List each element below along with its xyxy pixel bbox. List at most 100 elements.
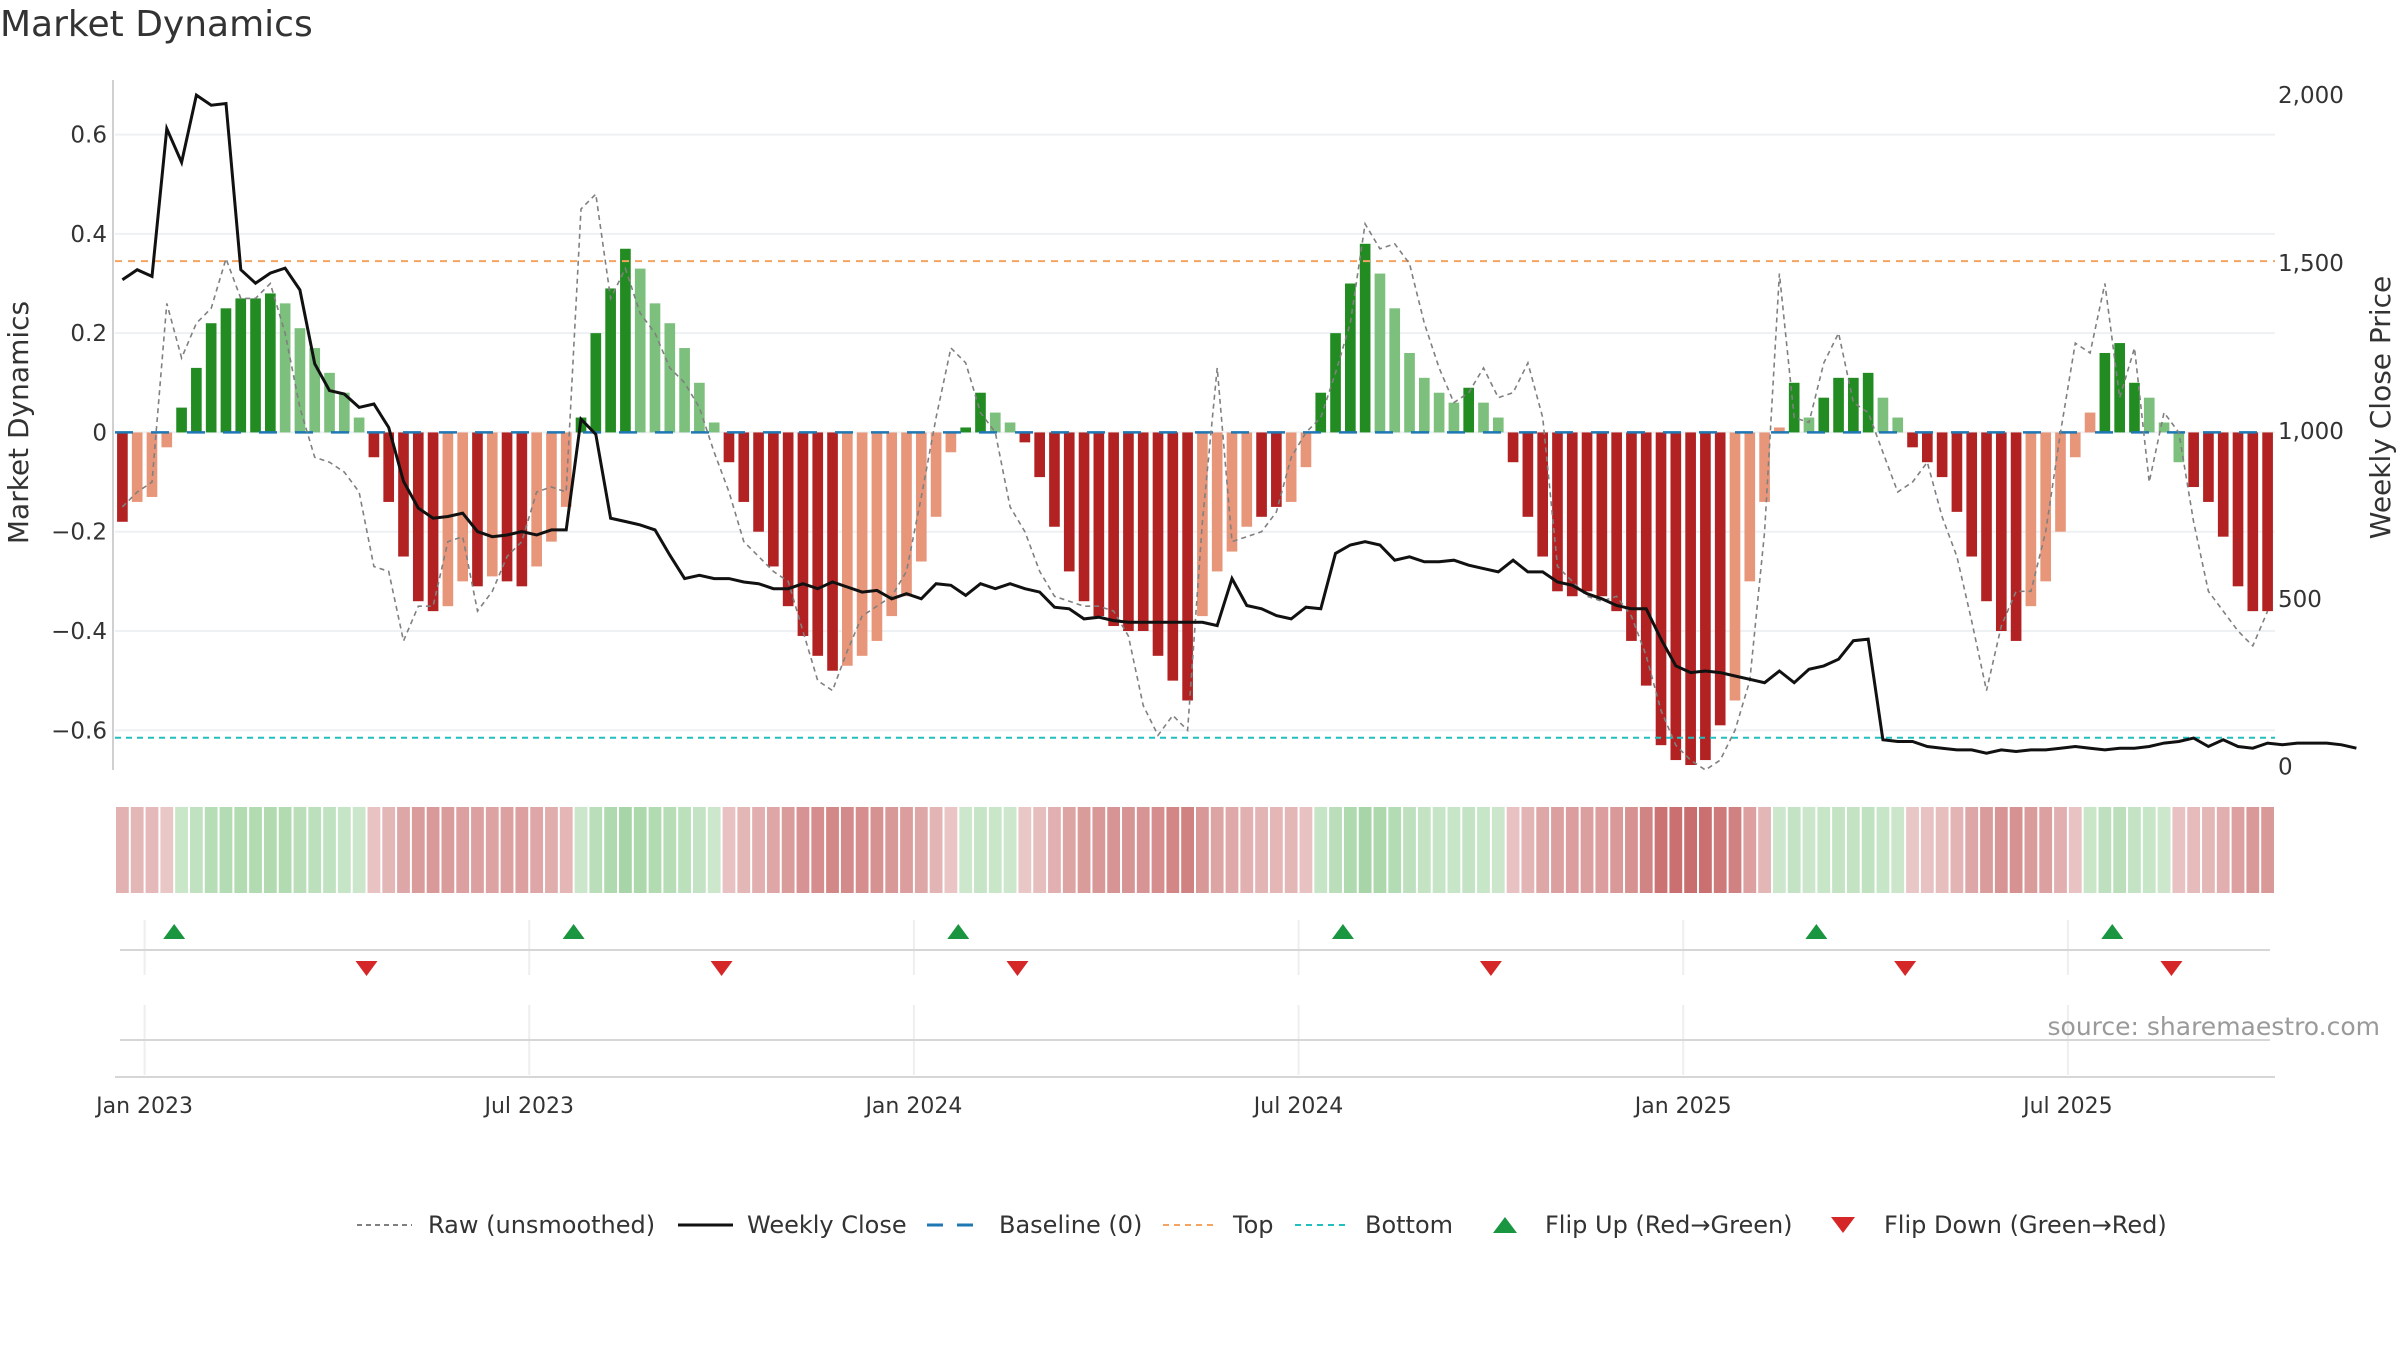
x-tick-label: Jul 2023 [482,1094,574,1119]
y-left-tick-label: −0.4 [51,619,107,645]
bar [1788,382,1800,433]
y-left-tick-label: 0.4 [70,222,107,248]
legend-label: Bottom [1365,1211,1453,1239]
legend-label: Baseline (0) [999,1211,1142,1239]
regime-cell [1521,807,1535,893]
y-right-tick-label: 2,000 [2278,83,2344,109]
regime-cell [855,807,869,893]
regime-cell [1565,807,1579,893]
regime-cell [1196,807,1209,893]
regime-cell [1462,807,1476,893]
regime-cell [1876,807,1890,893]
weekly-close-line [121,92,2357,755]
bar [797,432,809,636]
regime-cell [900,807,913,893]
lines-series [115,92,2357,771]
bar [1226,432,1238,552]
regime-cell [1136,807,1150,893]
bar [2247,432,2259,612]
bar [1774,427,1785,433]
regime-cell [752,807,765,893]
bar [1729,432,1741,701]
legend-label: Top [1232,1211,1274,1239]
bar [250,298,261,433]
regime-cell [722,807,736,893]
regime-cell [308,807,322,893]
regime-cell [766,807,780,893]
legend-label: Flip Down (Green→Red) [1884,1211,2167,1239]
bar [1448,402,1460,433]
regime-cell [367,807,381,893]
regime-cell [648,807,662,893]
bar [560,432,572,507]
regime-cell [2246,807,2260,893]
regime-cell [515,807,529,893]
bar [1492,417,1504,433]
regime-cell [1299,807,1313,893]
regime-cell [175,807,188,893]
bar [2143,397,2155,433]
bar [1552,432,1563,592]
bar [1537,432,1548,557]
bar [1640,432,1652,686]
regime-cell [1950,807,1964,893]
regime-cell [574,807,588,893]
regime-cell [1181,807,1194,893]
regime-cell [1373,807,1387,893]
bar [1123,432,1134,631]
bar [472,432,483,587]
regime-cell [1077,807,1091,893]
regime-cell [189,807,203,893]
regime-cell [1432,807,1446,893]
regime-cell [1048,807,1061,893]
regime-cell [337,807,351,893]
regime-cell [1728,807,1742,893]
regime-cell [2024,807,2038,893]
bar [1049,432,1060,527]
bar [1566,432,1578,597]
bar [694,382,705,433]
regime-cell [1329,807,1342,893]
legend: Raw (unsmoothed) Weekly Close Baseline (0)… [357,1211,2167,1239]
regime-cell [2009,807,2023,893]
regime-cell [1994,807,2008,893]
bar [2188,432,2199,488]
bar [1167,432,1179,681]
bar [1389,308,1401,433]
regime-cell [559,807,573,893]
regime-cell [1151,807,1165,893]
bar [2010,432,2022,641]
regime-cell [234,807,248,893]
regime-cell [1758,807,1771,893]
bar [1211,432,1223,572]
bar [812,432,824,656]
regime-cell [692,807,706,893]
bar [1803,417,1815,433]
regime-cell [1861,807,1875,893]
bar [1714,432,1726,726]
bar [1374,273,1386,433]
regime-cell [1314,807,1328,893]
bar [1404,353,1415,433]
regime-cell [456,807,470,893]
flip-markers [163,924,2183,976]
bar [886,432,898,617]
regime-cell [1743,807,1757,893]
y-left-tick-label: 0.2 [70,321,107,347]
bar [753,432,764,532]
regime-cell [1639,807,1653,893]
bar [1241,432,1253,527]
x-tick-label: Jul 2024 [1252,1094,1344,1119]
bar [205,323,217,433]
bar [768,432,779,567]
regime-cell [1447,807,1461,893]
bar [338,392,350,433]
regime-cell [870,807,884,893]
regime-cell [619,807,632,893]
regime-cell [397,807,410,893]
bar [605,288,616,433]
bar [2040,432,2052,582]
bar [2158,422,2170,433]
bar [930,432,942,517]
x-tick-label: Jan 2023 [94,1094,193,1119]
